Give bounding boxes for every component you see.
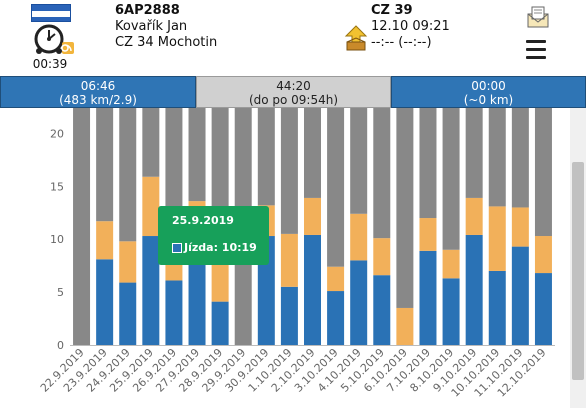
country-code: CZ 39 — [371, 3, 413, 18]
bar-segment-2[interactable] — [257, 108, 275, 206]
bar-segment-1[interactable] — [119, 241, 137, 283]
bar-segment-0[interactable] — [373, 275, 391, 345]
bar-segment-0[interactable] — [442, 278, 460, 345]
mail-icon[interactable] — [526, 5, 550, 29]
bar-segment-0[interactable] — [165, 280, 183, 345]
bar-segment-1[interactable] — [327, 266, 345, 292]
bar-segment-0[interactable] — [119, 282, 137, 345]
chart-tooltip: 25.9.2019 Jízda: 10:19 — [158, 206, 269, 265]
bar-segment-1[interactable] — [280, 233, 298, 287]
y-tick-label: 0 — [57, 339, 64, 352]
summary-value: 44:20 — [276, 79, 311, 93]
country-info: CZ 39 12.10 09:21 --:-- (--:--) — [344, 3, 450, 51]
bar-segment-2[interactable] — [165, 108, 183, 232]
vehicle-plate: 6AP2888 — [115, 3, 180, 18]
bar-segment-2[interactable] — [73, 108, 91, 345]
bar-segment-1[interactable] — [96, 221, 114, 260]
summary-bar: 06:46 (483 km/2.9) 44:20 (do po 09:54h) … — [0, 76, 586, 108]
driver-name: Kovařík Jan — [115, 19, 188, 34]
bar-segment-1[interactable] — [211, 254, 229, 302]
flag-icon — [31, 4, 71, 22]
y-tick-label: 10 — [50, 233, 64, 246]
bar-segment-1[interactable] — [465, 197, 483, 235]
header: 00:39 6AP2888 Kovařík Jan CZ 34 Mochotin… — [0, 0, 586, 76]
summary-detail: (483 km/2.9) — [59, 93, 137, 107]
summary-detail: (do po 09:54h) — [248, 93, 339, 107]
bar-segment-0[interactable] — [465, 234, 483, 345]
load-arrow-icon — [344, 25, 368, 51]
summary-cell-remaining[interactable]: 44:20 (do po 09:54h) — [196, 76, 391, 108]
bar-segment-2[interactable] — [465, 108, 483, 198]
bar-segment-1[interactable] — [442, 249, 460, 279]
scrollbar-thumb[interactable] — [572, 162, 584, 380]
bar-segment-2[interactable] — [96, 108, 114, 222]
bar-segment-1[interactable] — [534, 236, 552, 274]
bar-segment-2[interactable] — [396, 108, 414, 308]
bar-segment-0[interactable] — [350, 260, 368, 345]
bar-segment-2[interactable] — [350, 108, 368, 214]
bar-segment-2[interactable] — [511, 108, 529, 208]
bar-segment-0[interactable] — [280, 286, 298, 345]
bar-segment-1[interactable] — [142, 176, 160, 237]
bar-segment-2[interactable] — [534, 108, 552, 237]
bar-segment-1[interactable] — [419, 218, 437, 251]
bar-segment-0[interactable] — [304, 234, 321, 345]
driver-info: 6AP2888 Kovařík Jan CZ 34 Mochotin — [115, 3, 217, 51]
bar-segment-1[interactable] — [396, 307, 414, 345]
country-extra: --:-- (--:--) — [371, 35, 432, 50]
summary-value: 06:46 — [80, 79, 116, 93]
summary-value: 00:00 — [471, 79, 506, 93]
bar-segment-0[interactable] — [534, 273, 552, 345]
bar-segment-1[interactable] — [350, 213, 368, 261]
y-tick-label: 20 — [50, 127, 64, 140]
summary-cell-driving[interactable]: 06:46 (483 km/2.9) — [0, 76, 196, 108]
bar-segment-1[interactable] — [373, 238, 391, 276]
tooltip-row: Jízda: 10:19 — [172, 241, 257, 254]
tooltip-date: 25.9.2019 — [172, 214, 234, 227]
bar-segment-2[interactable] — [188, 108, 206, 202]
bar-segment-1[interactable] — [304, 197, 321, 235]
hamburger-menu-icon[interactable] — [526, 40, 546, 64]
bar-segment-1[interactable] — [488, 206, 506, 271]
bar-segment-2[interactable] — [142, 108, 160, 177]
bar-segment-2[interactable] — [488, 108, 506, 207]
bar-segment-2[interactable] — [373, 108, 391, 239]
bar-segment-1[interactable] — [511, 207, 529, 247]
tooltip-swatch — [172, 242, 182, 253]
bar-segment-0[interactable] — [96, 259, 114, 345]
bar-segment-0[interactable] — [327, 291, 345, 345]
bar-segment-2[interactable] — [327, 108, 345, 267]
bar-segment-0[interactable] — [488, 270, 506, 345]
bar-segment-0[interactable] — [419, 250, 437, 345]
driver-location: CZ 34 Mochotin — [115, 35, 218, 50]
bar-segment-2[interactable] — [280, 108, 298, 234]
tachograph-icon[interactable] — [34, 24, 76, 58]
bar-segment-2[interactable] — [442, 108, 460, 250]
stacked-bar-chart: 0510152022.9.201923.9.201924.9.201925.9.… — [38, 108, 555, 400]
tacho-time: 00:39 — [32, 57, 68, 71]
tooltip-label: Jízda: 10:19 — [184, 241, 257, 254]
bar-segment-2[interactable] — [419, 108, 437, 219]
summary-detail: (~0 km) — [463, 93, 514, 107]
country-time: 12.10 09:21 — [371, 19, 450, 34]
bar-segment-2[interactable] — [119, 108, 137, 242]
bar-segment-2[interactable] — [304, 108, 321, 198]
bar-segment-0[interactable] — [142, 236, 160, 345]
summary-cell-distance[interactable]: 00:00 (~0 km) — [391, 76, 586, 108]
bar-segment-0[interactable] — [511, 246, 529, 345]
bar-segment-0[interactable] — [211, 301, 229, 345]
y-tick-label: 5 — [57, 286, 64, 299]
y-tick-label: 15 — [50, 180, 64, 193]
